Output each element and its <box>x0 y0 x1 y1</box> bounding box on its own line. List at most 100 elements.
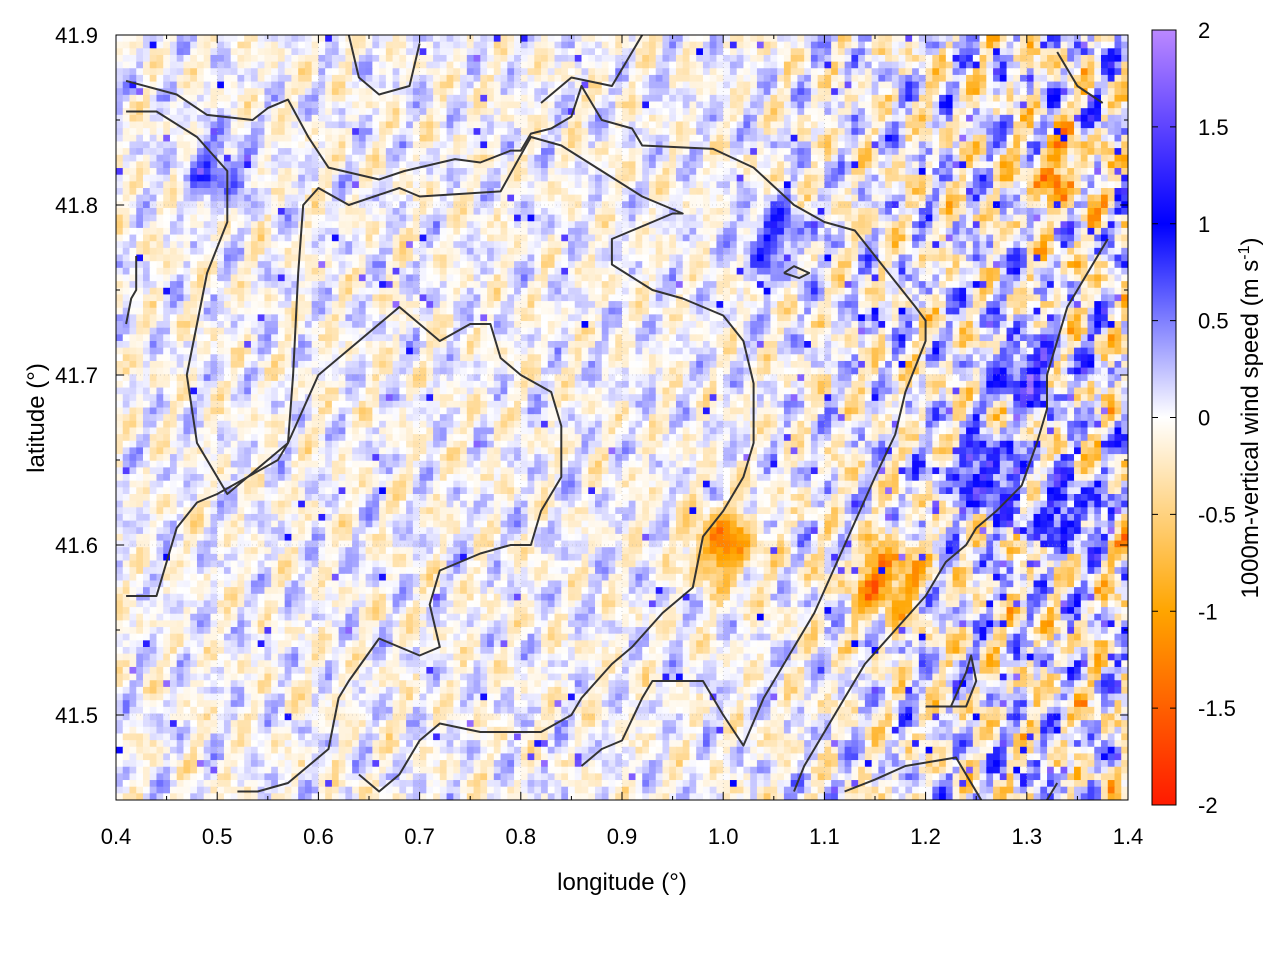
heatmap-cell <box>116 168 124 176</box>
heatmap-cell <box>433 54 441 63</box>
heatmap-cell <box>257 201 266 209</box>
heatmap-cell <box>851 168 859 176</box>
heatmap-cell <box>392 94 400 103</box>
heatmap-cell <box>588 247 596 256</box>
heatmap-cell <box>439 154 448 162</box>
heatmap-cell <box>352 101 360 109</box>
heatmap-cell <box>230 154 239 162</box>
heatmap-cell <box>1094 174 1102 182</box>
heatmap-cell <box>689 161 697 169</box>
heatmap-cell <box>338 254 346 262</box>
heatmap-cell <box>129 254 137 262</box>
heatmap-cell <box>689 168 697 176</box>
heatmap-cell <box>1114 161 1122 169</box>
heatmap-cell <box>756 48 765 56</box>
heatmap-cell <box>615 94 623 103</box>
heatmap-cell <box>622 161 630 169</box>
heatmap-cell <box>1107 121 1116 129</box>
heatmap-cell <box>203 108 212 116</box>
heatmap-cell <box>709 94 718 103</box>
heatmap-cell <box>500 101 508 109</box>
heatmap-cell <box>588 88 596 96</box>
heatmap-cell <box>655 121 664 129</box>
heatmap-cell <box>824 154 832 162</box>
heatmap-cell <box>453 121 461 129</box>
heatmap-cell <box>817 108 825 116</box>
heatmap-cell <box>338 247 346 256</box>
heatmap-cell <box>918 181 927 189</box>
heatmap-cell <box>352 161 360 169</box>
heatmap-cell <box>568 247 576 256</box>
heatmap-cell <box>635 54 643 63</box>
heatmap-cell <box>736 168 745 176</box>
heatmap-cell <box>264 108 272 116</box>
heatmap-cell <box>116 54 124 63</box>
heatmap-cell <box>669 241 677 249</box>
heatmap-cell <box>736 81 745 89</box>
heatmap-cell <box>372 254 380 262</box>
heatmap-cell <box>257 241 266 249</box>
heatmap-cell <box>534 88 542 96</box>
heatmap-cell <box>891 54 900 63</box>
heatmap-cell <box>514 207 522 216</box>
heatmap-cell <box>250 141 259 149</box>
heatmap-cell <box>851 188 859 196</box>
heatmap-cell <box>750 108 758 116</box>
heatmap-cell <box>817 214 825 222</box>
heatmap-cell <box>365 234 373 242</box>
heatmap-cell <box>790 234 799 242</box>
heatmap-cell <box>1033 247 1041 256</box>
heatmap-cell <box>183 121 191 129</box>
heatmap-cell <box>426 128 434 136</box>
heatmap-cell <box>622 214 630 222</box>
heatmap-cell <box>1060 134 1068 143</box>
heatmap-cell <box>379 148 387 156</box>
heatmap-cell <box>1067 141 1075 149</box>
heatmap-cell <box>986 74 994 83</box>
heatmap-cell <box>999 128 1008 136</box>
heatmap-cell <box>318 94 326 103</box>
heatmap-cell <box>1053 114 1062 123</box>
heatmap-cell <box>298 108 306 116</box>
heatmap-cell <box>918 161 927 169</box>
heatmap-cell <box>142 141 151 149</box>
heatmap-cell <box>129 247 137 256</box>
heatmap-cell <box>912 61 920 69</box>
heatmap-cell <box>1101 61 1109 69</box>
heatmap-cell <box>804 188 812 196</box>
heatmap-cell <box>642 101 650 109</box>
heatmap-cell <box>237 134 245 143</box>
heatmap-cell <box>406 134 414 143</box>
heatmap-cell <box>561 241 569 249</box>
heatmap-cell <box>1087 134 1095 143</box>
heatmap-cell <box>480 48 488 56</box>
heatmap-cell <box>905 207 913 216</box>
heatmap-cell <box>264 161 272 169</box>
heatmap-cell <box>777 207 785 216</box>
heatmap-cell <box>648 74 657 83</box>
heatmap-cell <box>338 194 346 202</box>
heatmap-cell <box>426 254 434 262</box>
heatmap-cell <box>655 88 664 96</box>
heatmap-cell <box>635 234 643 242</box>
heatmap-cell <box>392 54 400 63</box>
heatmap-cell <box>1040 68 1048 76</box>
heatmap-cell <box>358 214 367 222</box>
heatmap-cell <box>446 241 454 249</box>
heatmap-cell <box>554 241 562 249</box>
heatmap-cell <box>878 108 886 116</box>
heatmap-cell <box>1020 174 1028 182</box>
heatmap-cell <box>541 221 549 229</box>
heatmap-cell <box>979 154 987 162</box>
heatmap-cell <box>203 114 212 123</box>
heatmap-cell <box>932 194 940 202</box>
heatmap-cell <box>156 181 164 189</box>
heatmap-cell <box>419 114 427 123</box>
heatmap-cell <box>669 227 677 236</box>
heatmap-cell <box>979 101 987 109</box>
heatmap-cell <box>136 134 144 143</box>
heatmap-cell <box>176 41 185 49</box>
heatmap-cell <box>648 221 657 229</box>
heatmap-cell <box>116 101 124 109</box>
heatmap-cell <box>311 168 319 176</box>
